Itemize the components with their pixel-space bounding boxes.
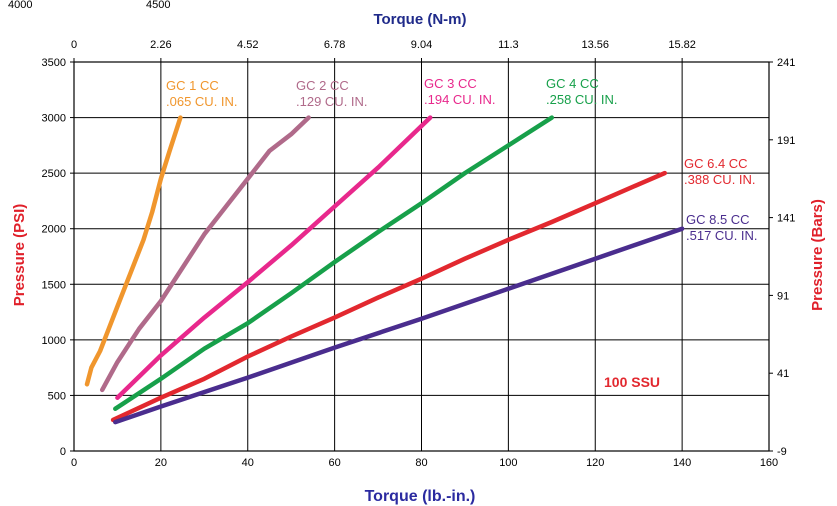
series-line-2: [99, 115, 311, 393]
corner-label-1: 4000: [8, 0, 32, 11]
x-bottom-tick: 20: [155, 457, 167, 469]
y-right-tick: 41: [777, 368, 789, 380]
series-line-1: [84, 115, 183, 387]
tick-labels: 0 20 40 60 80 100 120 140 160 0 2.26 4.52 6.78 9.04 11…: [42, 39, 796, 469]
series-labels: GC 1 CC.065 CU. IN. GC 2 CC.129 CU. IN. GC…: [166, 76, 758, 243]
series-label-4-line2: .258 CU. IN.: [546, 92, 618, 107]
x-bottom-tick: 100: [499, 457, 517, 469]
x-bottom-tick: 60: [329, 457, 341, 469]
series-line-3: [115, 115, 433, 400]
x-top-tick: 11.3: [498, 39, 519, 51]
left-axis-title: Pressure (PSI): [11, 204, 28, 307]
y-right-tick: 241: [777, 57, 795, 69]
series-label-5-line1: GC 6.4 CC: [684, 156, 748, 171]
y-left-tick: 2500: [42, 168, 66, 180]
series-label-6-line2: .517 CU. IN.: [686, 228, 758, 243]
y-right-tick: 191: [777, 135, 795, 147]
series-label-1-line1: GC 1 CC: [166, 78, 219, 93]
x-bottom-tick: 80: [415, 457, 427, 469]
series-line-4: [113, 115, 555, 412]
y-left-tick: 1000: [42, 335, 66, 347]
y-left-tick: 3000: [42, 113, 66, 125]
y-right-tick: 141: [777, 213, 795, 225]
x-bottom-tick: 160: [760, 457, 778, 469]
x-top-tick: 9.04: [411, 39, 432, 51]
right-axis-title: Pressure (Bars): [809, 199, 826, 311]
series-label-3-line1: GC 3 CC: [424, 76, 477, 91]
x-top-tick: 0: [71, 39, 77, 51]
y-right-tick: -9: [777, 446, 787, 458]
x-bottom-tick: 140: [673, 457, 691, 469]
x-top-tick: 13.56: [581, 39, 609, 51]
x-top-tick: 15.82: [668, 39, 696, 51]
series-label-6-line1: GC 8.5 CC: [686, 212, 750, 227]
corner-label-2: 4500: [146, 0, 170, 11]
x-bottom-tick: 120: [586, 457, 604, 469]
series-label-4-line1: GC 4 CC: [546, 76, 599, 91]
series-label-3-line2: .194 CU. IN.: [424, 92, 496, 107]
y-right-tick: 91: [777, 290, 789, 302]
y-left-tick: 500: [48, 390, 66, 402]
series-group: [84, 115, 685, 425]
x-bottom-tick: 0: [71, 457, 77, 469]
x-top-tick: 6.78: [324, 39, 345, 51]
series-label-5-line2: .388 CU. IN.: [684, 172, 756, 187]
series-line-6: [113, 226, 685, 425]
series-line-5: [110, 170, 668, 423]
series-label-2-line2: .129 CU. IN.: [296, 94, 368, 109]
series-label-2-line1: GC 2 CC: [296, 78, 349, 93]
y-left-tick: 0: [60, 446, 66, 458]
x-top-tick: 4.52: [237, 39, 258, 51]
y-left-tick: 2000: [42, 224, 66, 236]
bottom-axis-title: Torque (lb.-in.): [365, 488, 476, 505]
x-bottom-tick: 40: [242, 457, 254, 469]
annotation-100-ssu: 100 SSU: [604, 374, 660, 390]
top-axis-title: Torque (N-m): [373, 11, 466, 28]
y-left-tick: 3500: [42, 57, 66, 69]
x-top-tick: 2.26: [150, 39, 171, 51]
series-label-1-line2: .065 CU. IN.: [166, 94, 238, 109]
y-left-tick: 1500: [42, 279, 66, 291]
